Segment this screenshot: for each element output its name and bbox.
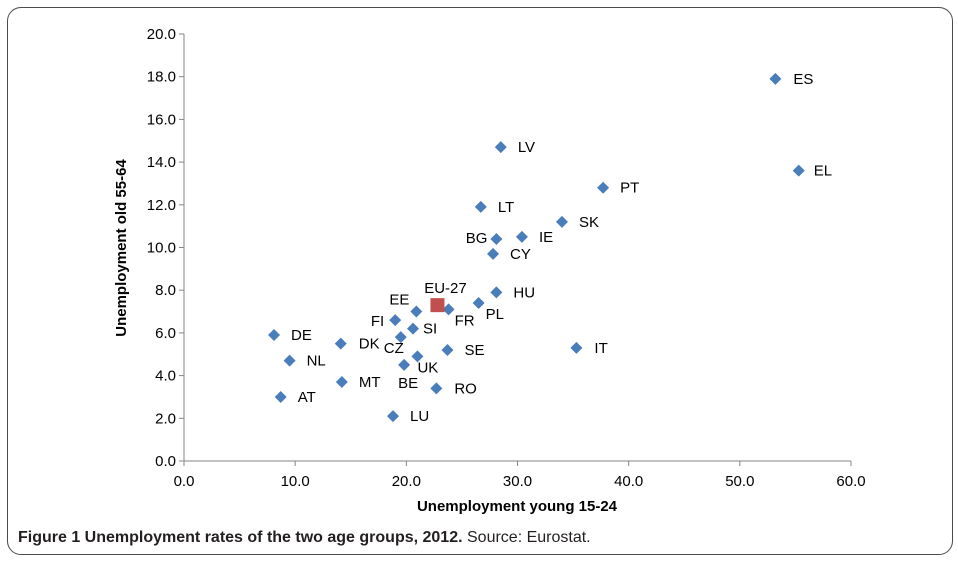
point-marker-de	[268, 329, 281, 342]
caption-source: Source: Eurostat.	[462, 529, 591, 546]
y-tick-label: 10.0	[147, 240, 176, 257]
x-tick-labels: 0.0 10.0 20.0 30.0 40.0 50.0 60.0	[174, 473, 866, 490]
x-tick-label: 60.0	[836, 473, 865, 490]
point-marker-si	[407, 322, 420, 335]
point-label-lt: LT	[498, 199, 514, 216]
point-marker-el	[792, 164, 805, 177]
figure-caption: Figure 1 Unemployment rates of the two a…	[18, 529, 591, 547]
data-points	[268, 72, 805, 423]
point-label-lu: LU	[410, 408, 429, 425]
point-marker-fi	[389, 314, 402, 327]
point-marker-ie	[515, 230, 528, 243]
point-label-ie: IE	[539, 229, 553, 246]
point-labels: ES EL LV PT LT SK BG IE CY HU PL FR EE FI SI CZ DE DK NL IT…	[291, 71, 832, 425]
point-marker-lv	[494, 141, 507, 154]
point-label-cz: CZ	[384, 340, 404, 357]
point-marker-ee	[410, 305, 423, 318]
caption-title: Figure 1 Unemployment rates of the two a…	[18, 529, 463, 546]
point-label-de: DE	[291, 327, 312, 344]
point-label-fr: FR	[455, 312, 475, 329]
point-label-it: IT	[594, 340, 607, 357]
point-marker-pl	[472, 297, 485, 310]
point-label-bg: BG	[466, 230, 488, 247]
point-label-pl: PL	[486, 306, 504, 323]
point-label-at: AT	[298, 389, 316, 406]
point-label-mt: MT	[359, 374, 381, 391]
point-marker-at	[274, 390, 287, 403]
point-label-fi: FI	[371, 313, 384, 330]
scatter-chart: 0.02.04.06.08.010.012.014.016.018.020.0 …	[113, 26, 866, 515]
y-tick-label: 0.0	[155, 453, 176, 470]
axes	[179, 33, 852, 466]
point-marker-bg	[490, 232, 503, 245]
y-tick-label: 8.0	[155, 282, 176, 299]
y-tick-label: 2.0	[155, 410, 176, 427]
point-label-hu: HU	[513, 284, 535, 301]
point-label-el: EL	[814, 163, 832, 180]
point-label-cy: CY	[510, 246, 531, 263]
point-label-ro: RO	[454, 380, 477, 397]
point-marker-dk	[334, 337, 347, 350]
y-tick-label: 6.0	[155, 325, 176, 342]
y-tick-label: 12.0	[147, 197, 176, 214]
y-tick-labels: 0.0 2.0 4.0 6.0 8.0 10.0 12.0 14.0 16.0 18.0 20.0	[147, 26, 176, 470]
x-tick-label: 0.0	[174, 473, 195, 490]
point-label-dk: DK	[359, 336, 380, 353]
point-marker-mt	[335, 376, 348, 389]
x-tick-label: 40.0	[614, 473, 643, 490]
point-marker-hu	[490, 286, 503, 299]
point-label-uk: UK	[417, 359, 438, 376]
point-label-be: BE	[398, 375, 418, 392]
point-label-se: SE	[464, 342, 484, 359]
y-tick-label: 20.0	[147, 26, 176, 43]
x-tick-label: 10.0	[281, 473, 310, 490]
point-label-pt: PT	[620, 180, 639, 197]
point-label-nl: NL	[307, 353, 326, 370]
point-marker-fr	[442, 303, 455, 316]
point-marker-se	[441, 343, 454, 356]
y-tick-label: 16.0	[147, 111, 176, 128]
point-label-sk: SK	[579, 214, 599, 231]
x-axis-title: Unemployment young 15-24	[417, 498, 618, 515]
point-marker-ro	[430, 382, 443, 395]
x-tick-label: 30.0	[503, 473, 532, 490]
point-marker-nl	[283, 354, 296, 367]
point-label-es: ES	[793, 71, 813, 88]
point-label-si: SI	[423, 321, 437, 338]
point-label-ee: EE	[389, 292, 409, 309]
point-marker-lu	[386, 410, 399, 423]
point-marker-be	[398, 358, 411, 371]
point-label-lv: LV	[518, 139, 535, 156]
point-marker-uk	[411, 350, 424, 363]
point-marker-sk	[555, 215, 568, 228]
point-marker-eu-27	[430, 298, 445, 313]
y-axis-title: Unemployment old 55-64	[113, 159, 130, 337]
point-marker-lt	[474, 200, 487, 213]
point-marker-pt	[597, 181, 610, 194]
y-tick-label: 4.0	[155, 368, 176, 385]
point-marker-cz	[394, 331, 407, 344]
point-marker-it	[570, 341, 583, 354]
y-tick-label: 18.0	[147, 69, 176, 86]
point-marker-cy	[487, 247, 500, 260]
x-tick-label: 20.0	[392, 473, 421, 490]
point-label-eu-27: EU-27	[424, 280, 467, 297]
y-tick-label: 14.0	[147, 154, 176, 171]
x-tick-label: 50.0	[725, 473, 754, 490]
point-marker-es	[769, 72, 782, 85]
figure-frame	[7, 7, 953, 555]
